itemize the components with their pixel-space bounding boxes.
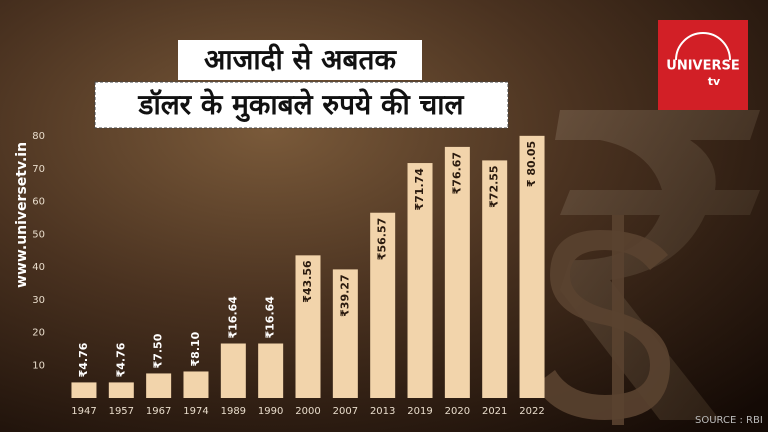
value-label: ₹7.50 [152,333,165,368]
bar [482,160,508,398]
bar [295,255,321,398]
y-tick-label: 30 [32,295,45,306]
x-tick-label: 1967 [146,406,171,417]
bar [220,343,246,398]
bar [258,343,284,398]
logo-name: UNIVERSE [666,59,739,74]
chart-title: आजादी से अबतक [204,43,398,76]
value-label: ₹71.74 [413,168,426,211]
bar [370,212,396,398]
website: www.universetv.in [14,142,30,288]
x-tick-label: 2019 [407,406,432,417]
logo-arc [675,32,731,61]
y-tick-label: 50 [32,229,45,240]
bar [407,163,433,398]
subtitle-box [94,81,509,129]
x-tick-label: 2021 [482,406,507,417]
x-tick-label: 2020 [445,406,470,417]
x-tick-label: 1989 [221,406,246,417]
bar [444,146,470,398]
x-tick-label: 2013 [370,406,395,417]
logo-box [658,20,748,110]
x-tick-label: 2022 [519,406,544,417]
value-label: ₹8.10 [189,331,202,366]
chart-subtitle: डॉलर के मुकाबले रुपये की चाल [137,88,464,122]
bar [183,371,209,398]
bar [108,382,134,398]
value-label: ₹16.64 [226,296,239,339]
dollar-symbol [535,230,670,420]
rupee-symbol [555,110,760,420]
x-tick-label: 1947 [71,406,96,417]
bar [71,382,97,398]
bar [332,269,358,398]
source: SOURCE : RBI [695,415,763,426]
value-label: ₹16.64 [264,296,277,339]
bar [146,373,172,398]
x-tick-label: 1974 [183,406,208,417]
value-label: ₹76.67 [450,152,463,194]
y-tick-label: 10 [32,360,45,371]
value-label: ₹72.55 [488,165,501,207]
logo-suffix: tv [708,75,721,88]
x-tick-label: 2007 [333,406,358,417]
value-label: ₹43.56 [301,260,314,303]
x-tick-label: 1957 [109,406,134,417]
y-tick-label: 70 [32,164,45,175]
bar [519,135,545,398]
x-tick-label: 2000 [295,406,320,417]
title-box [178,40,422,80]
value-label: ₹ 80.05 [525,141,538,187]
y-tick-label: 60 [32,197,45,208]
y-tick-label: 40 [32,262,45,273]
y-tick-label: 20 [32,328,45,339]
x-tick-label: 1990 [258,406,283,417]
value-label: ₹4.76 [114,342,127,377]
y-tick-label: 80 [32,131,45,142]
value-label: ₹4.76 [77,342,90,377]
value-label: ₹39.27 [338,274,351,316]
value-label: ₹56.57 [376,218,389,260]
dollar-stroke [612,215,624,425]
